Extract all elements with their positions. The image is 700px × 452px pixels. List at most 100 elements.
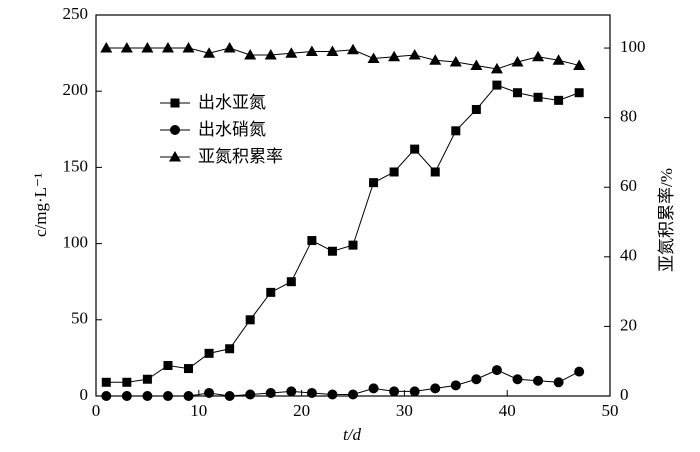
legend-label: 出水硝氮: [198, 120, 266, 140]
marker: [141, 42, 154, 53]
marker: [161, 42, 174, 53]
marker: [203, 47, 216, 58]
marker: [573, 59, 586, 70]
marker: [533, 92, 543, 102]
marker: [471, 104, 481, 114]
marker: [101, 377, 111, 387]
marker: [327, 389, 338, 400]
y-axis-label: c/mg·L⁻¹: [31, 173, 50, 237]
x-tick-label: 20: [293, 401, 310, 420]
legend-marker: [170, 125, 180, 135]
marker: [348, 389, 358, 400]
marker: [306, 387, 317, 398]
marker: [204, 387, 215, 398]
marker: [286, 277, 296, 287]
x-tick-label: 40: [499, 401, 516, 420]
marker: [574, 366, 585, 377]
x-tick-label: 50: [602, 401, 619, 420]
marker: [163, 361, 173, 371]
marker: [408, 49, 421, 60]
marker: [204, 348, 214, 358]
y2-tick-label: 20: [620, 315, 637, 334]
marker: [245, 389, 256, 400]
y-tick-label: 50: [71, 309, 88, 328]
x-tick-label: 10: [190, 401, 207, 420]
y-tick-label: 100: [63, 233, 89, 252]
marker: [470, 59, 483, 70]
y2-tick-label: 40: [620, 246, 637, 265]
marker: [264, 49, 277, 60]
marker: [305, 45, 318, 57]
marker: [224, 391, 235, 401]
marker: [429, 54, 442, 65]
marker: [182, 42, 195, 53]
marker: [266, 287, 276, 297]
y-tick-label: 250: [63, 4, 89, 23]
marker: [491, 365, 502, 376]
marker: [512, 374, 523, 385]
marker: [449, 55, 462, 67]
marker: [142, 391, 153, 401]
marker: [512, 88, 522, 98]
x-axis-label: t/d: [343, 425, 361, 444]
y2-tick-label: 100: [620, 37, 646, 56]
marker: [450, 380, 461, 391]
marker: [142, 374, 152, 384]
marker: [490, 62, 503, 74]
y2-tick-label: 0: [620, 385, 629, 404]
marker: [471, 374, 482, 385]
marker: [121, 391, 132, 401]
marker: [430, 167, 440, 177]
legend-marker: [169, 151, 181, 162]
marker: [554, 95, 564, 105]
x-tick-label: 0: [92, 401, 101, 420]
series-line: [106, 47, 580, 70]
marker: [367, 52, 380, 63]
marker: [369, 178, 379, 188]
marker: [122, 377, 132, 387]
marker: [120, 42, 133, 53]
marker: [307, 236, 317, 246]
x-tick-label: 30: [396, 401, 413, 420]
marker: [368, 383, 379, 394]
y-tick-label: 150: [63, 156, 89, 175]
legend-label: 出水亚氮: [198, 93, 266, 113]
marker: [326, 45, 339, 57]
marker: [348, 240, 358, 250]
marker: [389, 386, 400, 397]
marker: [162, 391, 173, 401]
marker: [532, 50, 545, 62]
marker: [430, 383, 441, 394]
marker: [101, 391, 112, 401]
marker: [327, 246, 337, 256]
marker: [245, 315, 255, 325]
marker: [451, 126, 461, 136]
marker: [389, 167, 399, 177]
marker: [244, 49, 257, 60]
marker: [225, 344, 235, 354]
marker: [511, 55, 524, 67]
marker: [347, 43, 359, 55]
marker: [552, 54, 565, 65]
legend-marker: [170, 98, 180, 108]
marker: [184, 364, 194, 374]
y-tick-label: 200: [63, 80, 89, 99]
legend-label: 亚氮积累率: [198, 147, 283, 167]
y2-axis-label: 亚氮积累率/%: [657, 168, 676, 272]
marker: [223, 42, 236, 53]
y-tick-label: 0: [80, 385, 89, 404]
plot-frame: [95, 14, 611, 397]
y2-tick-label: 80: [620, 107, 637, 126]
y2-tick-label: 60: [620, 176, 637, 195]
marker: [492, 80, 502, 90]
marker: [553, 377, 564, 388]
marker: [409, 386, 420, 397]
marker: [574, 88, 584, 98]
marker: [285, 47, 298, 58]
series-line: [106, 369, 580, 397]
marker: [100, 42, 113, 53]
marker: [388, 50, 401, 62]
marker: [183, 391, 194, 401]
marker: [410, 144, 420, 154]
